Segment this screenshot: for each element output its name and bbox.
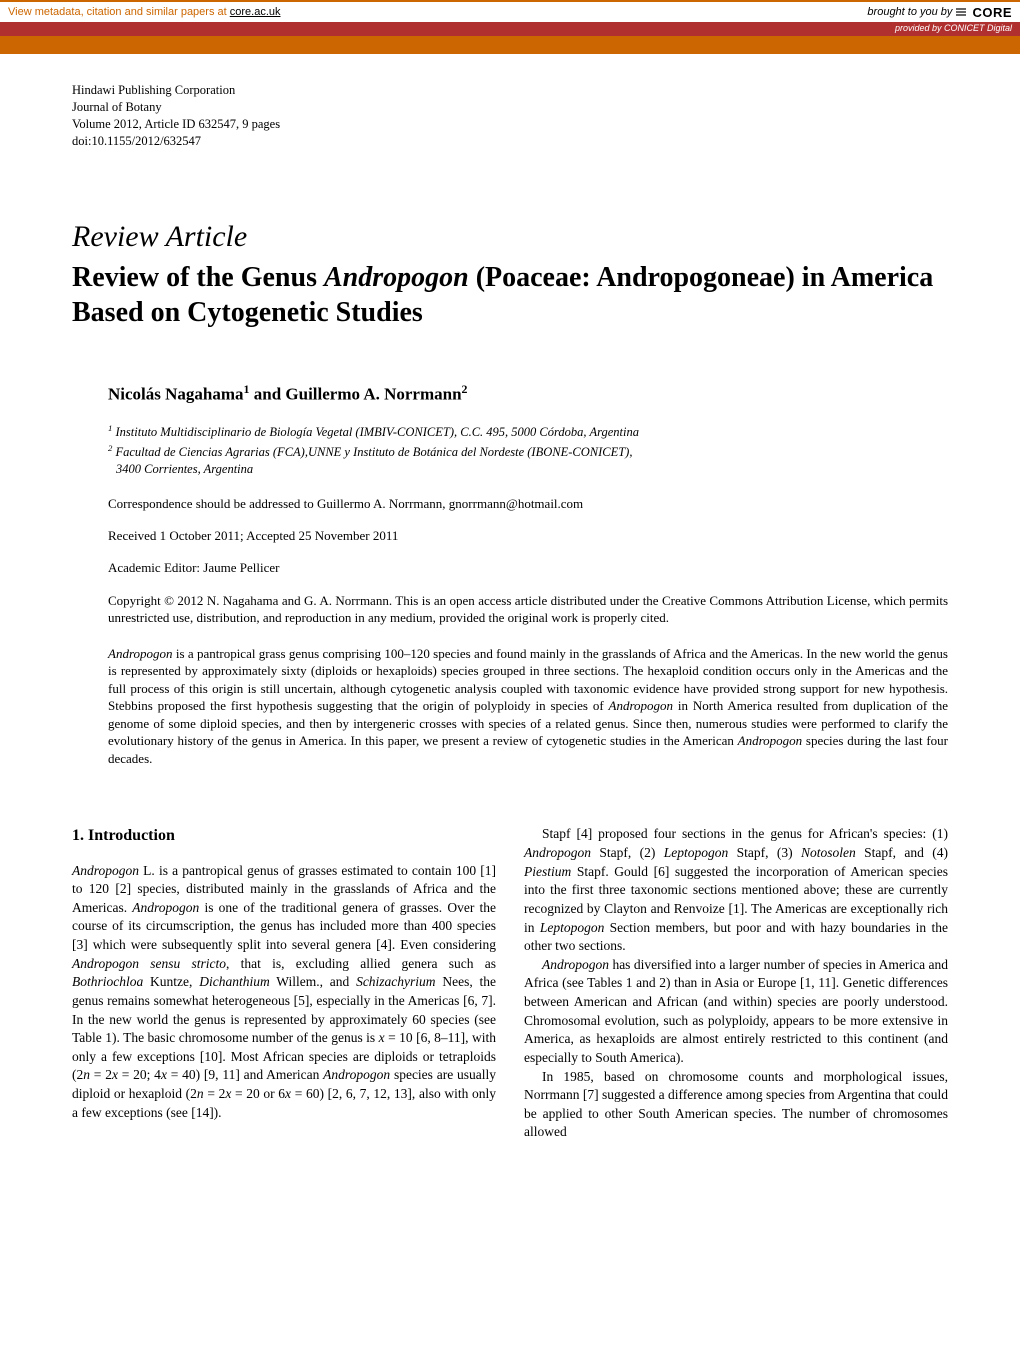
rc-p1-t4: Stapf, and (4) bbox=[856, 845, 948, 860]
rc-p2: Andropogon has diversified into a larger… bbox=[524, 956, 948, 1068]
rc-p1: Stapf [4] proposed four sections in the … bbox=[524, 825, 948, 955]
rc-p2-i1: Andropogon bbox=[542, 957, 609, 972]
view-metadata-text: View metadata, citation and similar pape… bbox=[8, 6, 230, 18]
lc-i4: Bothriochloa bbox=[72, 974, 143, 989]
aff2-text: Facultad de Ciencias Agrarias (FCA),UNNE… bbox=[112, 445, 632, 459]
author-2-sup: 2 bbox=[462, 382, 468, 396]
core-link[interactable]: core.ac.uk bbox=[230, 6, 281, 18]
aff1-text: Instituto Multidisciplinario de Biología… bbox=[112, 425, 639, 439]
rc-p1-i3: Notosolen bbox=[801, 845, 856, 860]
article-title: Review of the Genus Andropogon (Poaceae:… bbox=[72, 260, 948, 330]
rc-p1-t2: Stapf, (2) bbox=[591, 845, 664, 860]
rc-p3-t1: In 1985, based on chromosome counts and … bbox=[524, 1069, 948, 1140]
author-1: Nicolás Nagahama bbox=[108, 384, 244, 403]
affiliation-1: 1 Instituto Multidisciplinario de Biolog… bbox=[108, 422, 948, 442]
body-columns: 1. Introduction Andropogon L. is a pantr… bbox=[72, 825, 948, 1142]
right-column: Stapf [4] proposed four sections in the … bbox=[524, 825, 948, 1142]
abs-i1: Andropogon bbox=[108, 646, 173, 661]
rc-p3: In 1985, based on chromosome counts and … bbox=[524, 1068, 948, 1143]
provided-prefix: provided by bbox=[895, 23, 944, 33]
title-pre: Review of the Genus bbox=[72, 262, 324, 293]
affiliation-2: 2 Facultad de Ciencias Agrarias (FCA),UN… bbox=[108, 442, 948, 462]
author-2: Guillermo A. Norrmann bbox=[285, 384, 461, 403]
provided-by-bar: provided by CONICET Digital bbox=[0, 22, 1020, 36]
lc-i12: n bbox=[197, 1086, 204, 1101]
rc-p1-t3: Stapf, (3) bbox=[728, 845, 801, 860]
abs-i3: Andropogon bbox=[738, 733, 803, 748]
lc-t8: = 2 bbox=[90, 1067, 112, 1082]
rc-p1-i4: Piestium bbox=[524, 864, 571, 879]
lc-i8: n bbox=[83, 1067, 90, 1082]
lc-t12: = 2 bbox=[204, 1086, 226, 1101]
rc-p1-i1: Andropogon bbox=[524, 845, 591, 860]
correspondence: Correspondence should be addressed to Gu… bbox=[108, 495, 948, 513]
lc-t10: = 40) [9, 11] and American bbox=[167, 1067, 323, 1082]
rc-p2-t1: has diversified into a larger number of … bbox=[524, 957, 948, 1065]
lc-i5: Dichanthium bbox=[199, 974, 270, 989]
editor: Academic Editor: Jaume Pellicer bbox=[108, 559, 948, 577]
brought-by-text: brought to you by bbox=[867, 6, 952, 18]
lc-t4: Kuntze, bbox=[143, 974, 199, 989]
article-type: Review Article bbox=[72, 220, 948, 254]
lc-i2: Andropogon bbox=[132, 900, 199, 915]
author-and: and bbox=[249, 384, 285, 403]
lc-t9: = 20; 4 bbox=[118, 1067, 161, 1082]
authors: Nicolás Nagahama1 and Guillermo A. Norrm… bbox=[108, 382, 948, 405]
page-content: Hindawi Publishing Corporation Journal o… bbox=[0, 54, 1020, 1182]
lc-t5: Willem., and bbox=[270, 974, 356, 989]
doi-line: doi:10.1155/2012/632547 bbox=[72, 133, 948, 150]
lc-t13: = 20 or 6 bbox=[231, 1086, 285, 1101]
rc-p1-i2: Leptopogon bbox=[664, 845, 729, 860]
rc-p1-i5: Leptopogon bbox=[540, 920, 605, 935]
publication-info: Hindawi Publishing Corporation Journal o… bbox=[72, 82, 948, 150]
dates: Received 1 October 2011; Accepted 25 Nov… bbox=[108, 527, 948, 545]
banner-left: View metadata, citation and similar pape… bbox=[8, 6, 281, 18]
affiliations: 1 Instituto Multidisciplinario de Biolog… bbox=[108, 422, 948, 479]
title-genus: Andropogon bbox=[324, 262, 469, 293]
provided-source: CONICET Digital bbox=[944, 23, 1012, 33]
intro-p1: Andropogon L. is a pantropical genus of … bbox=[72, 862, 496, 1123]
volume-line: Volume 2012, Article ID 632547, 9 pages bbox=[72, 116, 948, 133]
lc-i1: Andropogon bbox=[72, 863, 139, 878]
affiliation-2-cont: 3400 Corrientes, Argentina bbox=[108, 461, 948, 479]
publisher-line: Hindawi Publishing Corporation bbox=[72, 82, 948, 99]
abs-i2: Andropogon bbox=[609, 698, 674, 713]
copyright: Copyright © 2012 N. Nagahama and G. A. N… bbox=[108, 592, 948, 627]
core-banner: View metadata, citation and similar pape… bbox=[0, 0, 1020, 22]
section-heading: 1. Introduction bbox=[72, 825, 496, 847]
lc-t3: , that is, excluding allied genera such … bbox=[226, 956, 496, 971]
lc-i3: Andropogon sensu stricto bbox=[72, 956, 226, 971]
rc-p1-t1: Stapf [4] proposed four sections in the … bbox=[542, 826, 948, 841]
banner-right: brought to you by CORE bbox=[867, 5, 1012, 20]
lc-i11: Andropogon bbox=[323, 1067, 390, 1082]
core-logo[interactable]: CORE bbox=[972, 5, 1012, 20]
left-column: 1. Introduction Andropogon L. is a pantr… bbox=[72, 825, 496, 1142]
orange-spacer bbox=[0, 36, 1020, 54]
abstract: Andropogon is a pantropical grass genus … bbox=[108, 645, 948, 768]
journal-line: Journal of Botany bbox=[72, 99, 948, 116]
core-icon bbox=[956, 8, 966, 16]
lc-i6: Schizachyrium bbox=[356, 974, 435, 989]
